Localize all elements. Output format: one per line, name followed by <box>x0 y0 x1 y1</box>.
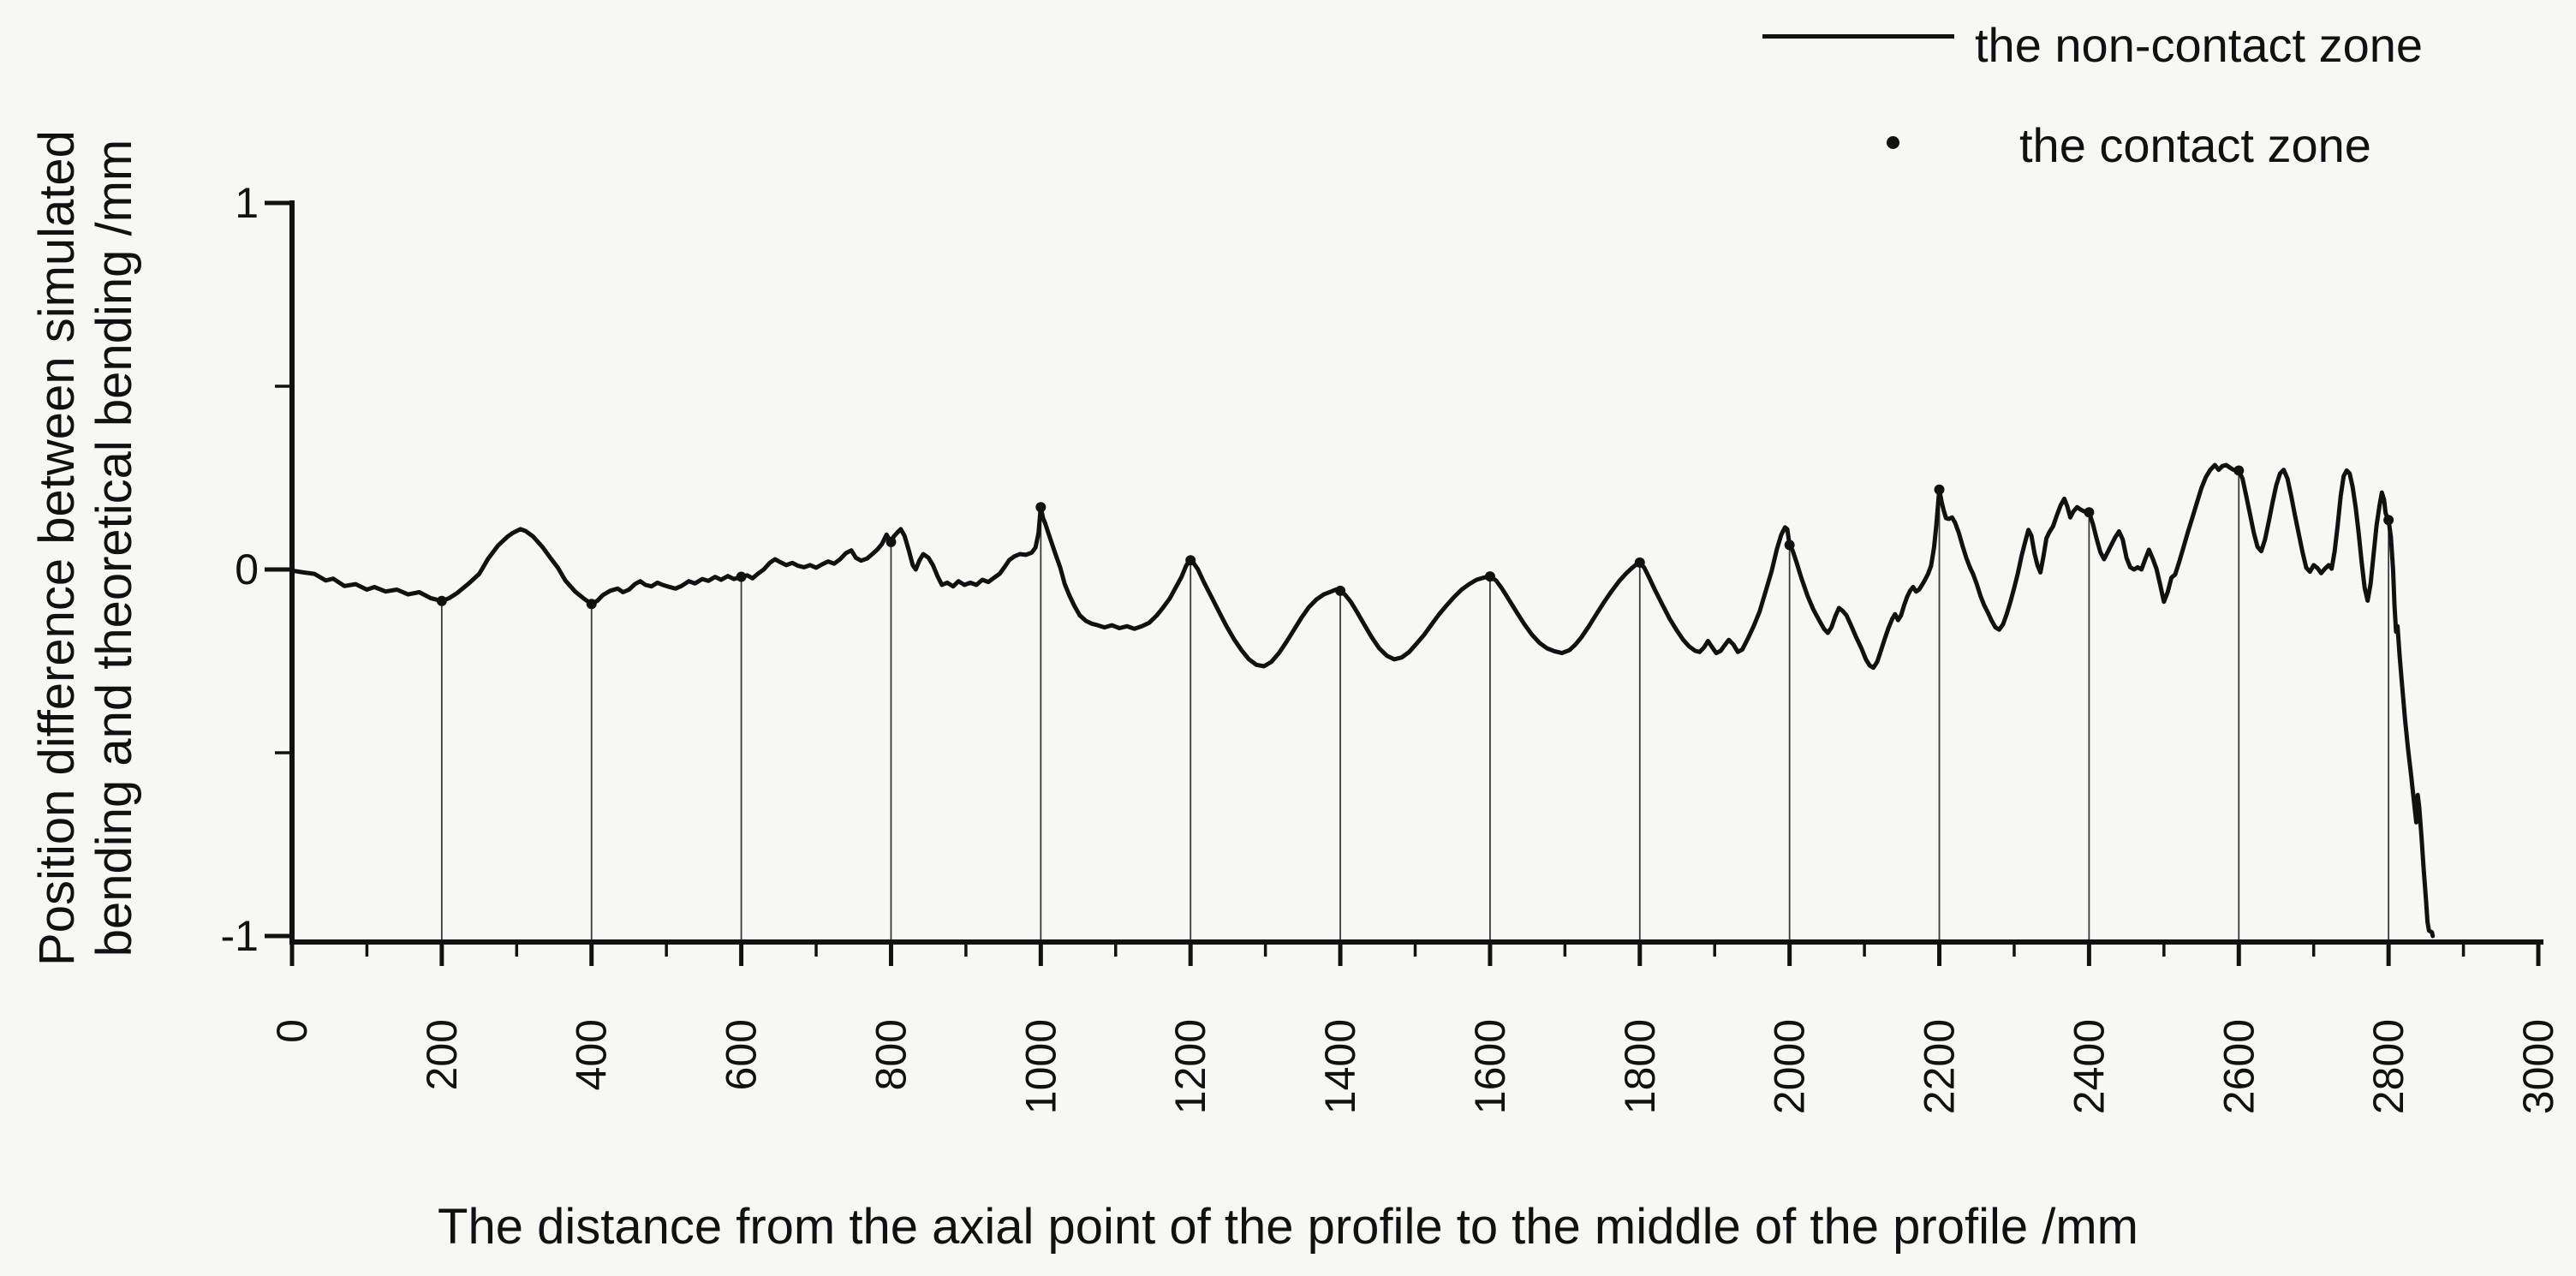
x-tick-label: 2400 <box>2065 1019 2113 1114</box>
contact-zone-point <box>1784 540 1795 551</box>
legend: the non-contact zone the contact zone <box>0 0 2576 197</box>
contact-zone-point <box>2233 465 2245 476</box>
legend-dot-marker-icon <box>1887 136 1899 149</box>
contact-zone-point <box>1335 585 1346 596</box>
contact-zone-point <box>886 536 897 547</box>
x-tick-label: 800 <box>867 1019 915 1090</box>
x-tick-label: 2200 <box>1916 1019 1964 1114</box>
x-tick-label: 1000 <box>1017 1019 1064 1114</box>
legend-item-contact-zone: the contact zone <box>2019 118 2371 172</box>
x-axis-label: The distance from the axial point of the… <box>438 1199 2138 1255</box>
y-axis-label: Position difference between simulated be… <box>28 130 143 966</box>
curve-non-contact-zone <box>289 462 2436 939</box>
x-tick-label: 1200 <box>1166 1019 1214 1114</box>
contact-zone-point <box>436 595 447 606</box>
contact-zone-point <box>2084 507 2095 518</box>
x-tick-label: 200 <box>418 1019 466 1090</box>
x-tick-label: 600 <box>718 1019 766 1090</box>
y-axis-label-line1: Position difference between simulated <box>29 130 85 966</box>
contact-zone-point <box>1934 484 1945 495</box>
x-tick-label: 2000 <box>1766 1019 1814 1114</box>
x-tick-label: 2800 <box>2364 1019 2412 1114</box>
x-tick-label: 1800 <box>1616 1019 1664 1114</box>
contact-zone-point <box>586 599 597 610</box>
contact-zone-point <box>2383 515 2394 526</box>
contact-zone-point <box>736 571 747 582</box>
x-tick-label: 2600 <box>2215 1019 2263 1114</box>
x-tick-label: 400 <box>568 1019 616 1090</box>
y-tick-label: 0 <box>235 546 259 593</box>
legend-line-marker-icon <box>1762 34 1954 39</box>
x-tick-label: 1600 <box>1466 1019 1514 1114</box>
y-tick-label: 1 <box>235 179 259 227</box>
x-tick-label: 3000 <box>2514 1019 2562 1114</box>
x-tick-label: 0 <box>268 1019 316 1043</box>
y-axis-label-line2: bending and theoretical bending /mm <box>86 139 142 957</box>
contact-zone-point <box>1484 571 1495 582</box>
contact-zone-point <box>1185 555 1196 566</box>
x-tick-label: 1400 <box>1316 1019 1364 1114</box>
legend-item-non-contact-zone: the non-contact zone <box>1975 18 2424 72</box>
y-tick-label: -1 <box>221 912 259 960</box>
contact-zone-point <box>1035 502 1046 513</box>
contact-zone-point <box>1634 557 1645 568</box>
